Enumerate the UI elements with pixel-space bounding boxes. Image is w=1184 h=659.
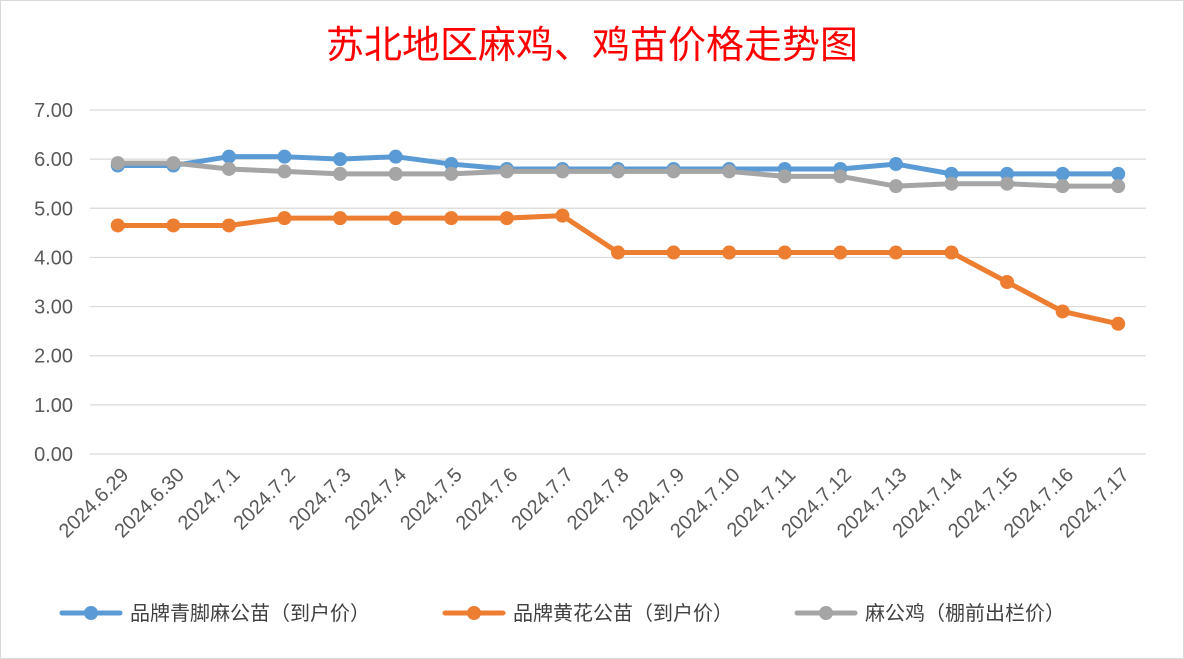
data-point xyxy=(110,218,125,233)
data-point xyxy=(1111,166,1126,181)
data-point xyxy=(666,164,681,179)
data-point xyxy=(333,211,348,226)
data-point xyxy=(944,245,959,260)
data-point xyxy=(888,157,903,172)
data-point xyxy=(833,245,848,260)
data-point xyxy=(944,176,959,191)
data-point xyxy=(444,157,459,172)
y-tick-label: 5.00 xyxy=(34,198,73,220)
data-point xyxy=(666,245,681,260)
legend: 品牌青脚麻公苗（到户价） 品牌黄花公苗（到户价） 麻公鸡（棚前出栏价） xyxy=(59,601,1065,625)
series-line xyxy=(115,213,1121,327)
x-axis-ticks: 2024.6.292024.6.302024.7.12024.7.22024.7… xyxy=(55,464,1134,542)
data-point xyxy=(944,166,959,181)
data-point xyxy=(444,211,459,226)
legend-marker xyxy=(84,606,98,620)
y-tick-label: 1.00 xyxy=(34,395,73,417)
y-tick-label: 4.00 xyxy=(34,247,73,269)
data-point xyxy=(611,164,625,179)
data-point xyxy=(388,149,403,164)
data-point xyxy=(1111,316,1126,331)
data-point xyxy=(888,179,903,194)
data-point xyxy=(444,166,459,181)
legend-label: 品牌青脚麻公苗（到户价） xyxy=(130,601,370,625)
legend-item: 麻公鸡（棚前出栏价） xyxy=(794,601,1065,625)
legend-label: 麻公鸡（棚前出栏价） xyxy=(865,601,1065,625)
data-point xyxy=(611,245,625,260)
y-tick-label: 6.00 xyxy=(34,149,73,171)
data-point xyxy=(1000,166,1015,181)
data-point xyxy=(388,211,403,226)
data-point xyxy=(110,156,125,171)
chart-title: 苏北地区麻鸡、鸡苗价格走势图 xyxy=(326,23,858,67)
data-point xyxy=(555,208,570,223)
series-2 xyxy=(110,208,1126,331)
data-point xyxy=(277,211,292,226)
data-point xyxy=(1000,275,1015,289)
data-point xyxy=(277,149,292,164)
data-point xyxy=(499,211,514,226)
gridlines xyxy=(90,109,1146,455)
data-point xyxy=(1000,176,1015,191)
data-point xyxy=(555,164,570,179)
data-point xyxy=(277,164,292,179)
y-tick-label: 0.00 xyxy=(34,444,73,466)
data-point xyxy=(1055,166,1070,181)
data-point xyxy=(333,166,348,181)
data-point xyxy=(833,169,848,184)
y-axis-ticks: 0.00 1.00 2.00 3.00 4.00 5.00 6.00 7.00 xyxy=(34,100,73,466)
data-point xyxy=(1111,179,1126,194)
legend-label: 品牌黄花公苗（到户价） xyxy=(513,601,733,625)
y-tick-label: 3.00 xyxy=(34,297,73,319)
data-point xyxy=(1055,179,1070,194)
series-3 xyxy=(110,156,1126,194)
data-point xyxy=(777,169,792,184)
data-point xyxy=(777,245,792,260)
data-point xyxy=(1055,304,1070,319)
data-point xyxy=(888,245,903,260)
data-point xyxy=(499,164,514,179)
legend-item: 品牌青脚麻公苗（到户价） xyxy=(59,601,370,625)
legend-marker xyxy=(819,606,833,620)
y-tick-label: 7.00 xyxy=(34,100,73,122)
series-group xyxy=(110,149,1126,331)
data-point xyxy=(722,245,737,260)
legend-marker xyxy=(467,606,481,620)
data-point xyxy=(166,156,181,171)
data-point xyxy=(722,164,737,179)
y-tick-label: 2.00 xyxy=(34,346,73,368)
data-point xyxy=(388,166,403,181)
data-point xyxy=(166,218,181,233)
data-point xyxy=(221,149,236,164)
data-point xyxy=(333,152,348,167)
data-point xyxy=(221,218,236,233)
data-point xyxy=(221,161,236,176)
legend-item: 品牌黄花公苗（到户价） xyxy=(442,601,733,625)
